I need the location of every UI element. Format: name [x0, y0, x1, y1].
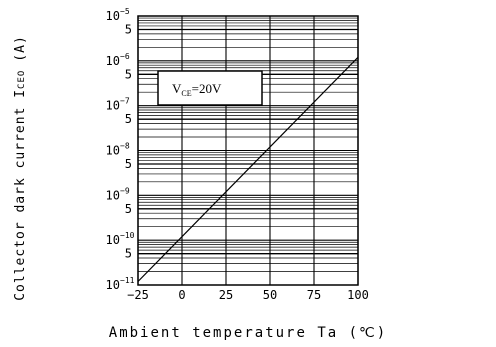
x-tick-label: 100 [347, 288, 369, 302]
annotation-box: VCE=20V [157, 70, 263, 106]
svg-text:Collector dark current ICEO(A): Collector dark current ICEO(A) [13, 35, 28, 301]
y-tick-label: 10 [106, 278, 120, 292]
x-tick-labels: −25 0 25 50 75 100 [127, 288, 369, 302]
y-tick-exponent: −8 [120, 142, 130, 151]
x-tick-label: 25 [219, 288, 233, 302]
y-tick-label-five: 5 [125, 202, 132, 216]
y-tick-exponent: −6 [120, 52, 130, 61]
y-tick-label: 10 [106, 9, 120, 23]
series-line [137, 56, 359, 282]
y-tick-label-five: 5 [125, 157, 132, 171]
y-tick-exponent: −11 [120, 276, 135, 285]
x-tick-label: 0 [178, 288, 185, 302]
annotation-text: VCE=20V [172, 81, 222, 98]
y-tick-label: 10 [106, 99, 120, 113]
y-tick-exponent: −10 [120, 231, 135, 240]
y-tick-label: 10 [106, 188, 120, 202]
y-tick-label: 10 [106, 144, 120, 158]
grid [137, 16, 359, 286]
y-tick-label: 10 [106, 233, 120, 247]
y-tick-exponent: −7 [120, 97, 130, 106]
y-axis-label: Collector dark current ICEO(A) [13, 35, 28, 301]
y-tick-label-five: 5 [125, 112, 132, 126]
y-tick-label-five: 5 [125, 247, 132, 261]
y-tick-exponent: −5 [120, 7, 130, 16]
x-tick-label: 75 [307, 288, 321, 302]
y-tick-exponent: −9 [120, 186, 130, 195]
x-tick-label: 50 [263, 288, 277, 302]
y-tick-label-five: 5 [125, 22, 132, 36]
x-axis-label: Ambient temperature Ta (℃) [109, 325, 387, 341]
x-tick-label: −25 [127, 288, 149, 302]
y-tick-label-five: 5 [125, 67, 132, 81]
y-tick-label: 10 [106, 54, 120, 68]
plot-frame [137, 15, 359, 286]
